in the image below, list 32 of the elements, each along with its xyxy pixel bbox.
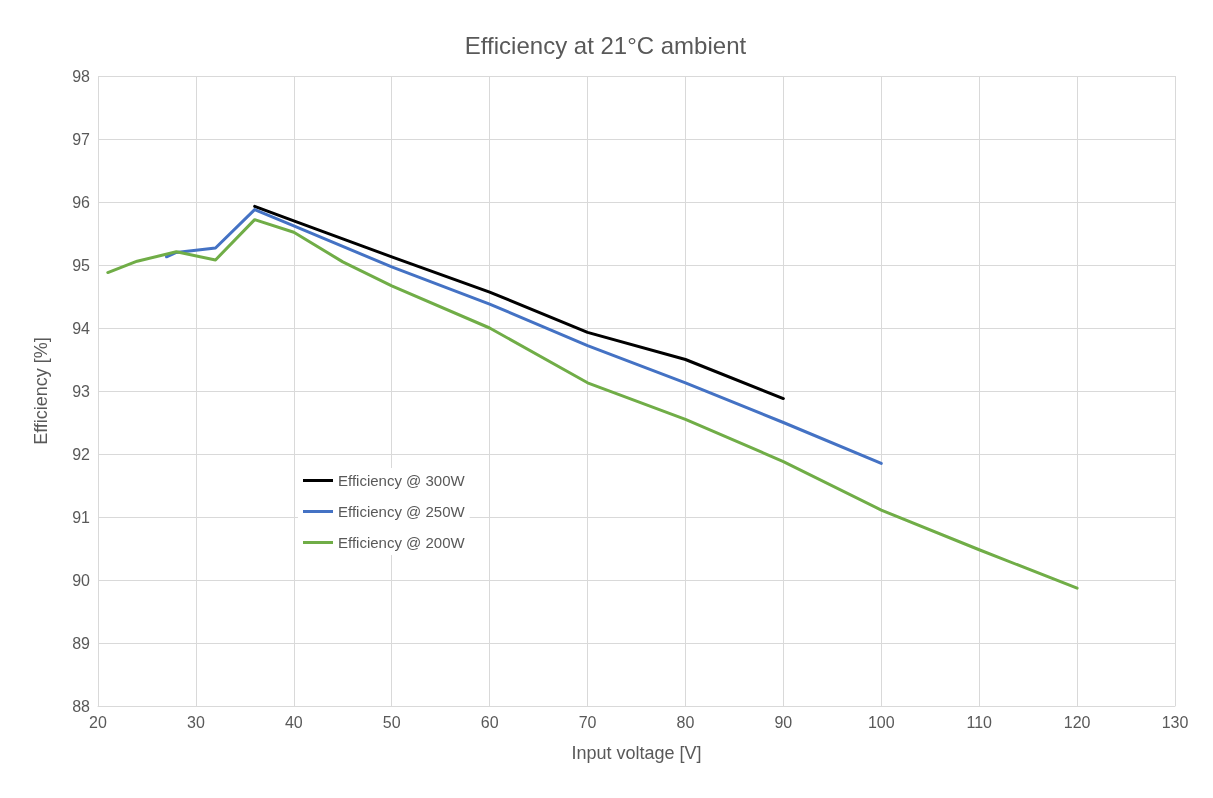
x-tick-label: 70 xyxy=(578,713,597,731)
y-tick-label: 96 xyxy=(72,193,91,211)
y-tick-label: 93 xyxy=(72,382,91,400)
legend-label: Efficiency @ 200W xyxy=(338,534,466,551)
x-tick-label: 80 xyxy=(676,713,695,731)
y-tick-label: 90 xyxy=(72,571,91,589)
line-series xyxy=(253,204,785,401)
line-series xyxy=(165,208,883,465)
x-tick-label: 110 xyxy=(966,713,993,731)
y-tick-label: 92 xyxy=(72,445,91,463)
y-tick-label: 88 xyxy=(72,697,91,715)
y-tick-label: 98 xyxy=(72,67,91,85)
x-tick-label: 130 xyxy=(1161,713,1189,731)
y-tick-label: 97 xyxy=(72,130,91,148)
y-tick-label: 89 xyxy=(72,634,91,652)
line-series xyxy=(106,218,1079,590)
x-tick-label: 100 xyxy=(867,713,895,731)
y-tick-label: 91 xyxy=(72,508,91,526)
y-axis-title: Efficiency [%] xyxy=(31,337,51,445)
chart-title: Efficiency at 21°C ambient xyxy=(464,31,747,59)
y-tick-label: 94 xyxy=(72,319,91,337)
x-tick-label: 30 xyxy=(187,713,205,731)
x-tick-label: 90 xyxy=(774,713,793,731)
x-tick-label: 20 xyxy=(89,713,107,731)
x-tick-label: 50 xyxy=(382,713,401,731)
x-tick-label: 60 xyxy=(480,713,499,731)
x-tick-label: 40 xyxy=(284,713,303,731)
y-tick-label: 95 xyxy=(72,256,91,274)
x-axis-title: Input voltage [V] xyxy=(571,743,702,763)
x-tick-label: 120 xyxy=(1063,713,1091,731)
legend-label: Efficiency @ 300W xyxy=(338,472,466,489)
legend-label: Efficiency @ 250W xyxy=(338,503,466,520)
